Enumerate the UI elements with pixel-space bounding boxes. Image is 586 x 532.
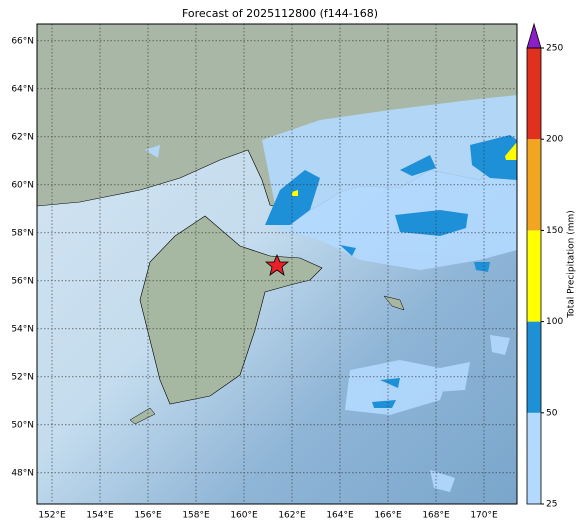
colorbar-tick-label: 25 [546, 500, 557, 510]
colorbar-tick-label: 50 [546, 408, 558, 418]
lon-label: 162°E [278, 511, 306, 521]
colorbar-tick-label: 150 [546, 226, 563, 236]
precip-yellow [505, 142, 517, 160]
map-frame [36, 23, 518, 505]
lon-label: 154°E [86, 511, 114, 521]
precip-heavy [265, 135, 517, 408]
lat-label: 52°N [11, 372, 34, 382]
map [37, 24, 517, 504]
colorbar-tick-label: 200 [546, 135, 563, 145]
lon-label: 168°E [422, 511, 450, 521]
graticule [37, 24, 517, 504]
colorbar-segment [527, 139, 541, 231]
lat-label: 56°N [11, 276, 34, 286]
precip-yellow [292, 190, 298, 196]
lat-label: 62°N [11, 132, 34, 142]
lon-label: 170°E [470, 511, 498, 521]
colorbar-extension [526, 22, 542, 49]
colorbar-segment [527, 412, 541, 504]
lon-label: 156°E [134, 511, 162, 521]
lat-label: 48°N [11, 468, 34, 478]
island [383, 295, 405, 311]
colorbar-segment [527, 48, 541, 140]
lat-label: 66°N [11, 36, 34, 46]
lat-label: 60°N [11, 180, 34, 190]
lon-label: 152°E [38, 511, 66, 521]
colorbar-tick-label: 100 [546, 317, 563, 327]
lat-label: 64°N [11, 84, 34, 94]
lat-label: 54°N [11, 324, 34, 334]
colorbar-frame [526, 47, 542, 505]
lat-label: 50°N [11, 420, 34, 430]
colorbar-segment [527, 321, 541, 413]
lon-label: 160°E [230, 511, 258, 521]
colorbar-tick-label: 250 [546, 44, 563, 54]
colorbar-segment [527, 230, 541, 322]
title: Forecast of 2025112800 (f144-168) [182, 7, 378, 20]
location-star [264, 253, 290, 276]
island [129, 407, 156, 425]
lon-label: 158°E [182, 511, 210, 521]
lat-label: 58°N [11, 228, 34, 238]
lon-label: 166°E [374, 511, 402, 521]
lon-label: 164°E [326, 511, 354, 521]
colorbar-label: Total Precipitation (mm) [567, 210, 577, 319]
